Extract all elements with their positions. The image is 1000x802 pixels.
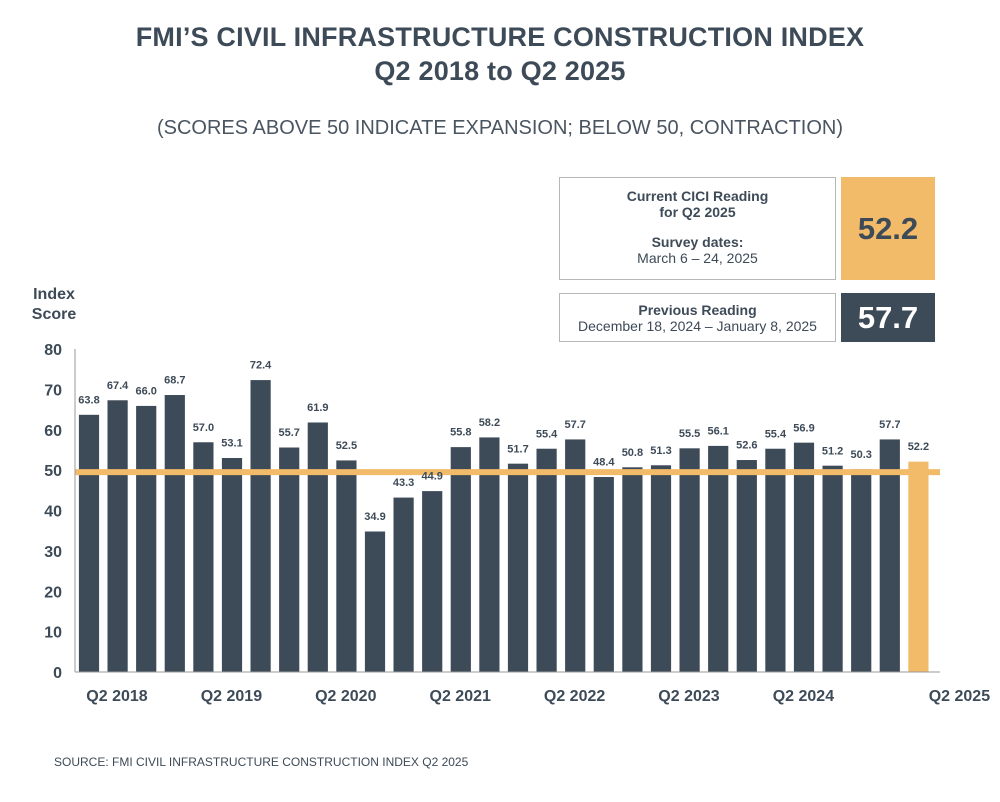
chart-title-line1: FMI’S CIVIL INFRASTRUCTURE CONSTRUCTION …	[135, 22, 865, 52]
data-label: 61.9	[307, 402, 328, 414]
bar	[678, 447, 701, 673]
bar	[192, 441, 215, 673]
data-label: 43.3	[393, 477, 414, 489]
y-axis-label-line1: Index	[33, 286, 75, 303]
bar	[306, 421, 329, 673]
y-tick-label: 60	[44, 423, 62, 440]
bar	[392, 496, 415, 673]
data-label: 55.4	[765, 428, 787, 440]
data-label: 55.8	[450, 427, 471, 439]
x-tick-label: Q2 2019	[201, 688, 262, 705]
current-reading-box: Current CICI Reading for Q2 2025 Survey …	[559, 177, 836, 280]
data-label: 57.7	[564, 419, 585, 431]
bar	[106, 399, 129, 673]
previous-reading-value: 57.7	[841, 293, 935, 342]
bar	[535, 447, 558, 673]
current-reading-period: for Q2 2025	[659, 204, 736, 220]
bar	[364, 530, 386, 673]
bar	[592, 476, 615, 673]
bar	[650, 464, 672, 673]
x-tick-label: Q2 2024	[773, 688, 834, 705]
data-label: 58.2	[479, 417, 500, 429]
data-label: 72.4	[250, 360, 272, 372]
bar	[707, 445, 730, 673]
bar	[821, 464, 844, 673]
x-tick-label: Q2 2023	[658, 688, 719, 705]
bar	[78, 414, 100, 673]
bar	[449, 446, 472, 673]
data-label: 50.3	[850, 449, 871, 461]
y-tick-label: 70	[44, 382, 62, 399]
bar	[249, 379, 272, 673]
data-label: 51.2	[822, 445, 843, 457]
data-label: 63.8	[78, 394, 99, 406]
y-tick-label: 20	[44, 584, 62, 601]
bar	[793, 441, 815, 673]
y-tick-label: 40	[44, 504, 62, 521]
data-label: 68.7	[164, 375, 185, 387]
bar	[221, 457, 243, 673]
chart-subtitle: (SCORES ABOVE 50 INDICATE EXPANSION; BEL…	[156, 117, 844, 139]
data-label: 48.4	[593, 457, 615, 469]
data-label: 55.4	[536, 428, 558, 440]
data-label: 57.0	[193, 422, 214, 434]
y-tick-label: 0	[53, 665, 62, 682]
chart-title-line2: Q2 2018 to Q2 2025	[374, 56, 626, 86]
current-reading-value: 52.2	[841, 177, 935, 280]
previous-reading-box: Previous Reading December 18, 2024 – Jan…	[559, 293, 836, 342]
current-reading-label: Current CICI Reading	[626, 188, 769, 204]
survey-dates-value: March 6 – 24, 2025	[637, 250, 758, 266]
data-label: 56.1	[707, 425, 728, 437]
x-tick-label: Q2 2022	[544, 688, 605, 705]
data-label: 66.0	[135, 386, 156, 398]
data-label: 34.9	[364, 511, 385, 523]
bar	[163, 394, 186, 673]
previous-reading-label: Previous Reading	[638, 302, 757, 318]
data-label: 51.7	[507, 443, 528, 455]
x-tick-label: Q2 2020	[315, 688, 376, 705]
data-label: 53.1	[221, 438, 242, 450]
data-label: 55.7	[278, 427, 299, 439]
bar	[135, 405, 158, 673]
y-tick-label: 30	[44, 544, 62, 561]
data-label: 56.9	[793, 422, 814, 434]
x-tick-label: Q2 2018	[86, 688, 147, 705]
bar	[735, 459, 758, 673]
previous-reading-dates: December 18, 2024 – January 8, 2025	[578, 318, 817, 334]
y-tick-label: 80	[44, 342, 62, 359]
y-axis-label-line2: Score	[32, 306, 77, 323]
source-note: SOURCE: FMI CIVIL INFRASTRUCTURE CONSTRU…	[54, 755, 469, 769]
bar	[764, 447, 787, 673]
bar	[621, 466, 644, 673]
y-tick-label: 10	[44, 625, 62, 642]
data-label: 44.9	[421, 471, 442, 483]
bar	[907, 460, 930, 673]
bar	[421, 490, 444, 673]
x-tick-label: Q2 2025	[929, 688, 990, 705]
bar	[507, 462, 529, 673]
bar	[335, 459, 358, 673]
y-tick-label: 50	[44, 463, 62, 480]
data-label: 55.5	[679, 428, 700, 440]
survey-dates-label: Survey dates:	[651, 234, 744, 250]
data-label: 52.2	[908, 441, 929, 453]
data-label: 52.6	[736, 440, 757, 452]
data-label: 52.5	[336, 440, 357, 452]
bar	[278, 446, 301, 673]
data-label: 67.4	[107, 380, 129, 392]
data-label: 57.7	[879, 419, 900, 431]
data-label: 51.3	[650, 445, 671, 457]
bar	[850, 468, 873, 673]
x-tick-label: Q2 2021	[430, 688, 491, 705]
data-label: 50.8	[622, 447, 643, 459]
